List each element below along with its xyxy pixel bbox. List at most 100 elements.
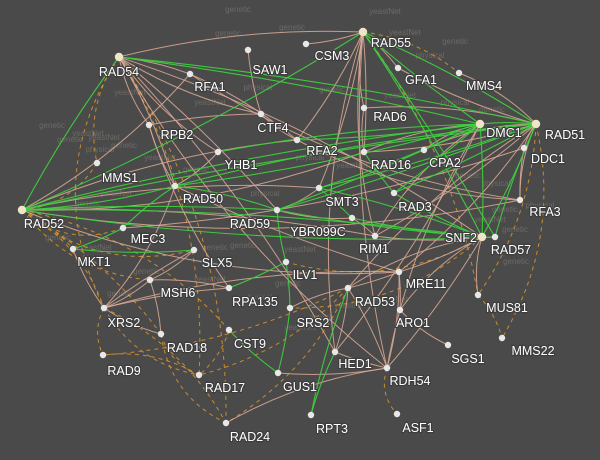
graph-edge-physical[interactable] — [386, 271, 400, 369]
graph-node-mms1[interactable] — [93, 159, 101, 167]
graph-edge-genetic[interactable] — [21, 209, 195, 257]
graph-edge-yeastNet[interactable] — [21, 123, 537, 211]
graph-edge-physical[interactable] — [103, 270, 400, 309]
graph-node-rad59[interactable] — [273, 206, 281, 214]
graph-edge-genetic[interactable] — [102, 353, 200, 376]
graph-edge-genetic[interactable] — [118, 56, 201, 376]
graph-node-mus81[interactable] — [474, 291, 482, 299]
graph-edge-physical[interactable] — [347, 287, 388, 369]
graph-edge-yeastNet[interactable] — [228, 261, 287, 289]
graph-edge-yeastNet[interactable] — [277, 307, 291, 374]
graph-edge-yeastNet[interactable] — [318, 187, 483, 238]
graph-edge-physical[interactable] — [458, 72, 537, 125]
graph-node-msh6[interactable] — [146, 276, 154, 284]
graph-edge-yeastNet[interactable] — [393, 123, 481, 194]
graph-node-cpa2[interactable] — [420, 146, 428, 154]
graph-edge-physical[interactable] — [103, 279, 151, 309]
graph-node-rad9[interactable] — [99, 351, 107, 359]
graph-node-dmc1[interactable] — [475, 119, 485, 129]
graph-edge-physical[interactable] — [361, 107, 365, 153]
graph-edge-physical[interactable] — [174, 185, 400, 273]
graph-edge-physical[interactable] — [189, 73, 298, 141]
graph-edge-yeastNet[interactable] — [217, 123, 481, 153]
graph-edge-physical[interactable] — [398, 123, 537, 273]
graph-node-ilv1[interactable] — [282, 258, 290, 266]
graph-node-rad24[interactable] — [222, 419, 230, 427]
graph-edge-physical[interactable] — [334, 287, 349, 353]
graph-edge-genetic[interactable] — [362, 31, 460, 74]
graph-edge-yeastNet[interactable] — [21, 205, 278, 211]
graph-node-gfa1[interactable] — [394, 64, 402, 72]
graph-node-rad3[interactable] — [390, 189, 398, 197]
graph-node-rpt3[interactable] — [307, 411, 315, 419]
graph-edge-yeastNet[interactable] — [318, 123, 537, 189]
graph-edge-physical[interactable] — [148, 113, 262, 126]
graph-edge-yeastNet[interactable] — [174, 185, 278, 211]
graph-node-cst9[interactable] — [225, 326, 233, 334]
graph-edge-physical[interactable] — [118, 56, 336, 353]
graph-node-aro1[interactable] — [396, 306, 404, 314]
graph-node-ybr099c[interactable] — [348, 214, 356, 222]
graph-edge-physical[interactable] — [225, 367, 388, 424]
graph-edge-physical[interactable] — [357, 31, 376, 237]
graph-edge-physical[interactable] — [334, 351, 388, 369]
graph-edge-yeastNet[interactable] — [296, 123, 481, 141]
graph-node-yhb1[interactable] — [214, 148, 222, 156]
graph-edge-yeastNet[interactable] — [118, 56, 537, 125]
graph-node-sgs1[interactable] — [444, 341, 452, 349]
graph-edge-genetic[interactable] — [501, 123, 545, 339]
graph-edge-yeastNet[interactable] — [362, 31, 496, 238]
graph-edge-physical[interactable] — [260, 113, 298, 141]
graph-node-mec3[interactable] — [119, 224, 127, 232]
graph-node-rfa3[interactable] — [516, 196, 524, 204]
graph-edge-physical[interactable] — [363, 123, 537, 153]
graph-edge-genetic[interactable] — [383, 367, 398, 415]
graph-node-mre11[interactable] — [395, 268, 403, 276]
graph-edge-genetic[interactable] — [97, 307, 105, 356]
graph-edge-physical[interactable] — [149, 279, 162, 335]
graph-node-gus1[interactable] — [274, 369, 282, 377]
graph-node-mms22[interactable] — [498, 334, 506, 342]
graph-edge-physical[interactable] — [21, 209, 400, 275]
graph-edge-genetic[interactable] — [477, 123, 537, 296]
graph-edge-genetic[interactable] — [21, 162, 98, 211]
graph-edge-physical[interactable] — [103, 185, 176, 309]
graph-edge-genetic[interactable] — [289, 236, 483, 309]
graph-edge-physical[interactable] — [334, 123, 481, 353]
graph-edge-yeastNet[interactable] — [362, 31, 483, 238]
graph-edge-physical[interactable] — [118, 30, 364, 58]
graph-edge-physical[interactable] — [289, 287, 349, 309]
graph-edge-yeastNet[interactable] — [276, 123, 537, 211]
graph-node-ctf4[interactable] — [257, 110, 265, 118]
graph-edge-genetic[interactable] — [102, 287, 349, 356]
graph-edge-yeastNet[interactable] — [479, 122, 537, 125]
graph-edge-physical[interactable] — [374, 123, 537, 237]
graph-edge-physical[interactable] — [362, 31, 367, 153]
graph-edge-physical[interactable] — [72, 248, 105, 309]
graph-edge-yeastNet[interactable] — [351, 217, 483, 238]
graph-node-hed1[interactable] — [331, 348, 339, 356]
graph-edge-yeastNet[interactable] — [21, 31, 364, 211]
graph-edge-yeastNet[interactable] — [362, 31, 481, 125]
graph-edge-physical[interactable] — [247, 49, 262, 115]
graph-edge-yeastNet[interactable] — [310, 351, 336, 416]
graph-edge-physical[interactable] — [118, 56, 219, 153]
graph-edge-physical[interactable] — [475, 236, 483, 296]
graph-edge-physical[interactable] — [149, 279, 230, 289]
graph-edge-physical[interactable] — [296, 31, 364, 141]
graph-node-rfa2[interactable] — [293, 136, 301, 144]
graph-node-rpb2[interactable] — [145, 121, 153, 129]
graph-edge-physical[interactable] — [318, 31, 364, 189]
graph-node-rad57[interactable] — [491, 233, 499, 241]
graph-edge-physical[interactable] — [174, 151, 219, 187]
graph-edge-genetic[interactable] — [93, 56, 120, 164]
graph-edge-physical[interactable] — [305, 31, 364, 45]
graph-node-snf2[interactable] — [477, 232, 487, 242]
graph-edge-physical[interactable] — [374, 123, 481, 237]
graph-edge-genetic[interactable] — [160, 333, 227, 424]
graph-node-asf1[interactable] — [393, 410, 401, 418]
graph-edge-yeastNet[interactable] — [72, 227, 124, 250]
graph-edge-genetic[interactable] — [103, 307, 200, 376]
graph-edge-physical[interactable] — [399, 309, 449, 346]
